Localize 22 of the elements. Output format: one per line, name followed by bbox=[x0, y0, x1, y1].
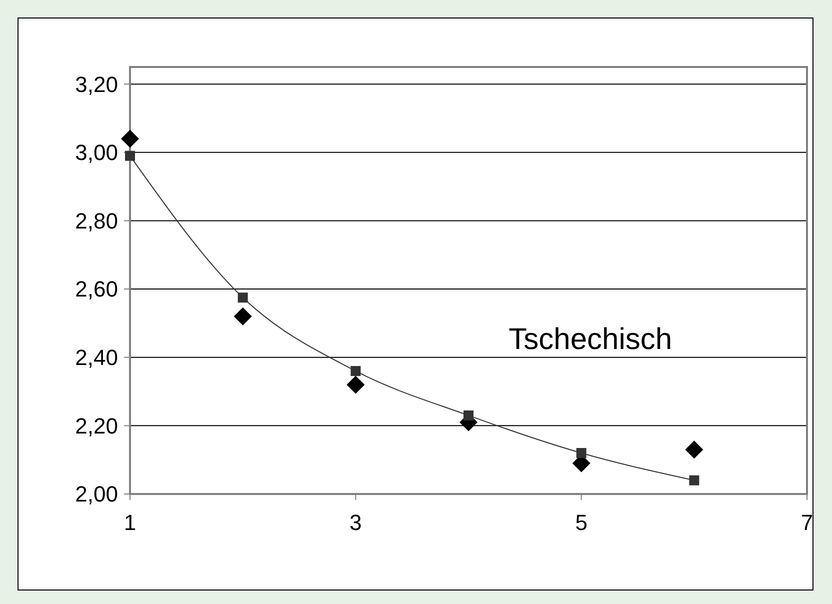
y-tick-label: 2,60 bbox=[75, 276, 118, 302]
x-tick-label: 3 bbox=[350, 510, 362, 535]
y-tick-label: 2,80 bbox=[75, 208, 118, 234]
point bbox=[238, 292, 248, 303]
point bbox=[234, 307, 252, 326]
point bbox=[689, 475, 700, 486]
y-tick-label: 3,00 bbox=[75, 140, 118, 166]
y-tick-label: 2,00 bbox=[75, 482, 118, 507]
point bbox=[346, 376, 365, 394]
annotation: Tschechisch bbox=[508, 322, 672, 356]
point bbox=[125, 150, 135, 161]
point bbox=[464, 410, 474, 420]
point bbox=[350, 366, 361, 376]
x-tick-label: 7 bbox=[800, 510, 814, 535]
point bbox=[121, 130, 139, 148]
point bbox=[685, 440, 704, 459]
y-tick-label: 2,20 bbox=[75, 413, 118, 438]
x-tick-label: 1 bbox=[124, 510, 136, 535]
y-tick-label: 3,20 bbox=[75, 72, 118, 97]
x-tick-label: 5 bbox=[575, 510, 588, 535]
y-tick-label: 2,40 bbox=[75, 345, 118, 370]
point bbox=[576, 448, 586, 458]
